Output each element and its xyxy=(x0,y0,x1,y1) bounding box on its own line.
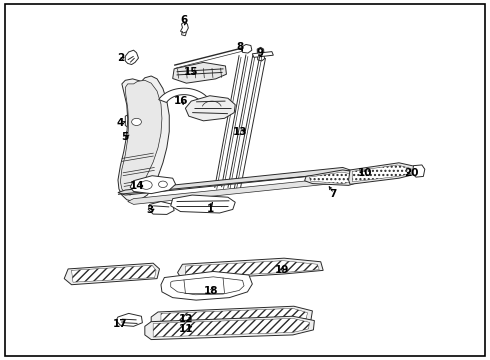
Text: 2: 2 xyxy=(117,53,124,63)
Polygon shape xyxy=(128,176,356,204)
Text: 4: 4 xyxy=(117,118,124,128)
Polygon shape xyxy=(159,88,209,103)
Polygon shape xyxy=(153,319,310,337)
Circle shape xyxy=(159,181,167,188)
Circle shape xyxy=(132,118,142,126)
Polygon shape xyxy=(177,258,323,280)
Text: 12: 12 xyxy=(179,314,194,324)
Polygon shape xyxy=(352,165,411,182)
Polygon shape xyxy=(305,170,363,185)
Polygon shape xyxy=(116,314,143,326)
Text: 11: 11 xyxy=(179,324,194,334)
Polygon shape xyxy=(185,96,235,121)
Polygon shape xyxy=(125,50,139,64)
Text: 6: 6 xyxy=(180,15,188,26)
Polygon shape xyxy=(125,129,145,142)
Text: 14: 14 xyxy=(130,181,145,192)
Polygon shape xyxy=(118,76,169,202)
Polygon shape xyxy=(148,202,174,215)
Polygon shape xyxy=(241,44,252,53)
Text: 20: 20 xyxy=(404,168,418,178)
Polygon shape xyxy=(310,172,358,184)
Text: 9: 9 xyxy=(256,48,263,58)
Polygon shape xyxy=(161,271,252,300)
Polygon shape xyxy=(185,261,319,278)
Text: 10: 10 xyxy=(358,168,372,178)
Circle shape xyxy=(141,181,152,189)
Text: 1: 1 xyxy=(207,204,215,214)
Text: 13: 13 xyxy=(233,127,247,136)
Polygon shape xyxy=(151,306,313,330)
Text: 18: 18 xyxy=(203,286,218,296)
Polygon shape xyxy=(118,167,350,195)
Polygon shape xyxy=(64,263,159,285)
Text: 19: 19 xyxy=(274,265,289,275)
Polygon shape xyxy=(161,309,308,327)
Polygon shape xyxy=(252,51,273,57)
Polygon shape xyxy=(72,265,156,282)
Text: 17: 17 xyxy=(113,319,128,329)
Polygon shape xyxy=(257,47,265,61)
Polygon shape xyxy=(348,163,415,184)
Polygon shape xyxy=(180,22,188,33)
Polygon shape xyxy=(412,165,425,177)
Text: 5: 5 xyxy=(122,132,129,142)
Text: 8: 8 xyxy=(237,42,244,52)
Polygon shape xyxy=(125,112,150,131)
Polygon shape xyxy=(130,176,175,194)
Polygon shape xyxy=(121,80,162,195)
Polygon shape xyxy=(145,316,315,339)
Text: 7: 7 xyxy=(329,189,337,199)
Text: 3: 3 xyxy=(146,206,153,216)
Polygon shape xyxy=(171,195,235,213)
Polygon shape xyxy=(171,277,244,295)
Text: 15: 15 xyxy=(184,67,198,77)
Polygon shape xyxy=(172,62,226,83)
Text: 16: 16 xyxy=(174,96,189,106)
